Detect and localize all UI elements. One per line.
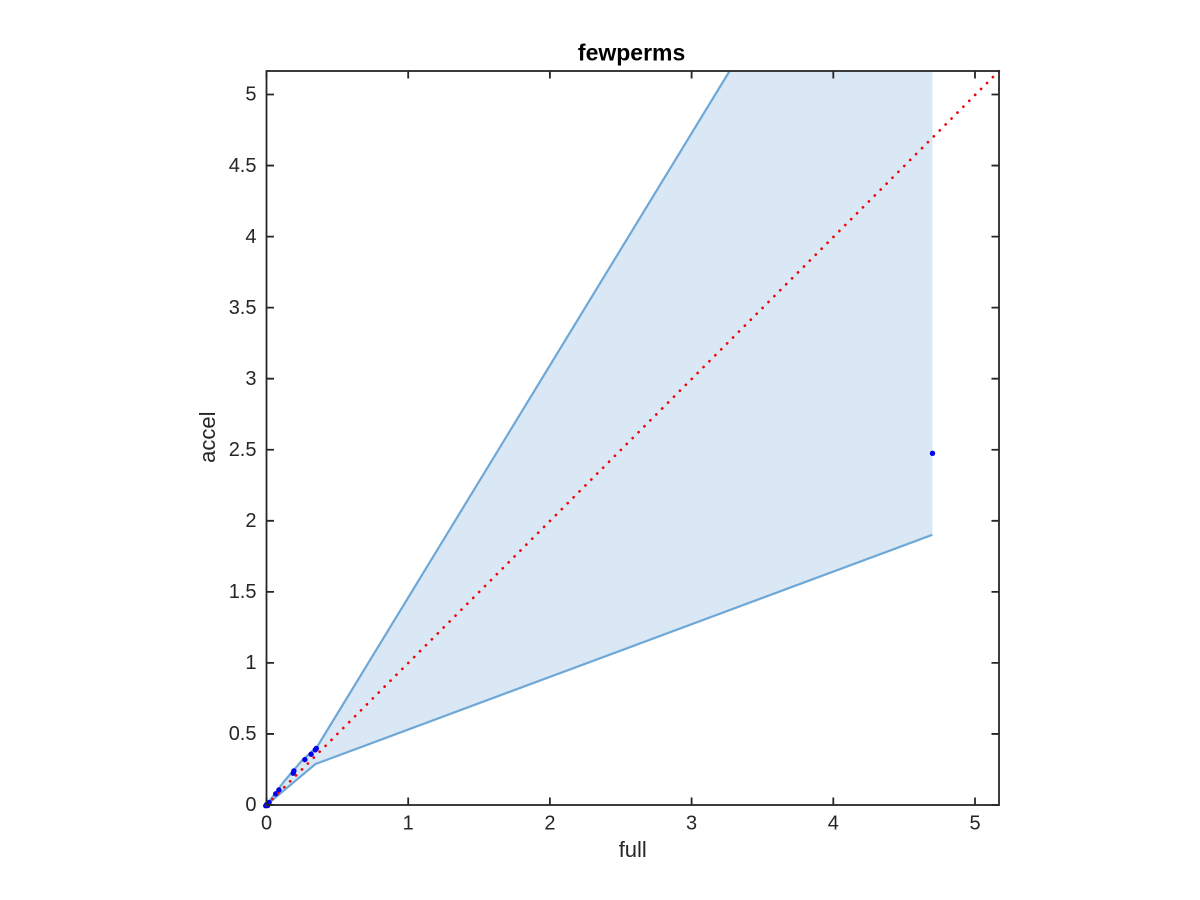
- svg-text:1: 1: [403, 813, 414, 835]
- svg-text:3.5: 3.5: [229, 297, 257, 319]
- svg-text:4: 4: [245, 226, 256, 248]
- svg-text:3: 3: [686, 813, 697, 835]
- svg-text:3: 3: [245, 368, 256, 390]
- svg-text:2.5: 2.5: [229, 439, 257, 461]
- svg-text:4.5: 4.5: [229, 155, 257, 177]
- svg-text:5: 5: [245, 84, 256, 106]
- svg-text:0.5: 0.5: [229, 723, 257, 745]
- svg-text:1.5: 1.5: [229, 581, 257, 603]
- svg-text:2: 2: [544, 813, 555, 835]
- svg-text:1: 1: [245, 652, 256, 674]
- svg-text:4: 4: [828, 813, 839, 835]
- svg-text:5: 5: [969, 813, 980, 835]
- svg-text:2: 2: [245, 510, 256, 532]
- svg-text:full: full: [619, 837, 647, 862]
- svg-text:accel: accel: [195, 412, 220, 463]
- svg-text:0: 0: [245, 794, 256, 816]
- svg-text:fewperms: fewperms: [578, 39, 685, 65]
- svg-text:0: 0: [261, 813, 272, 835]
